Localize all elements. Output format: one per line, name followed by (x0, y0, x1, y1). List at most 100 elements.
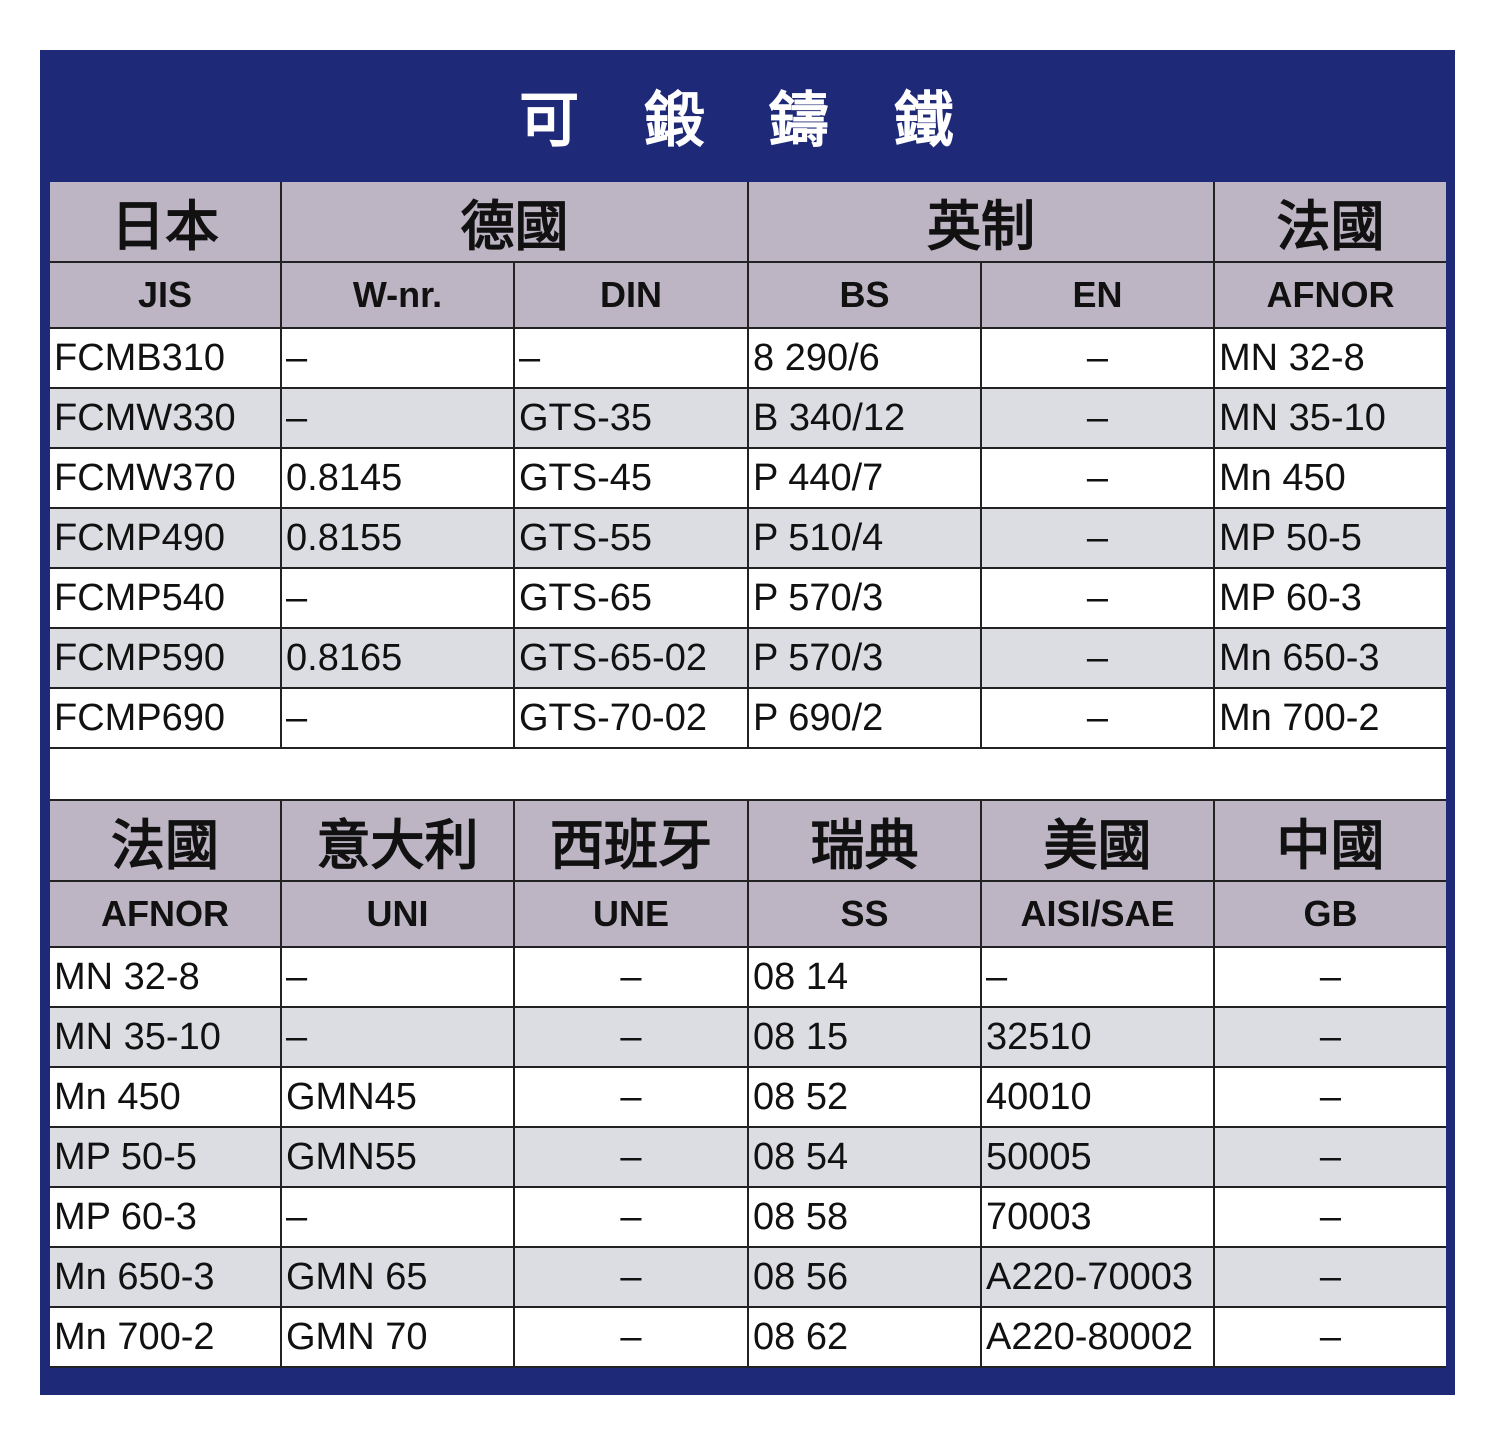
table-cell: – (1213, 946, 1446, 1008)
table-row: Mn 650-3 GMN 65–08 56 A220-70003– (50, 1246, 1446, 1308)
country-header: 瑞典 (747, 800, 982, 882)
table-cell: FCMP490 (50, 507, 282, 569)
table-cell: MN 35-10 (50, 1006, 282, 1068)
table-cell: FCMP690 (50, 687, 282, 749)
standard-header: AFNOR (1213, 261, 1446, 329)
table-cell: – (280, 687, 515, 749)
table-cell: 08 52 (747, 1066, 982, 1128)
table-cell: – (980, 567, 1215, 629)
table-cell: 0.8145 (280, 447, 515, 509)
table-cell: – (980, 627, 1215, 689)
table-cell: P 570/3 (747, 567, 982, 629)
table-cell: P 690/2 (747, 687, 982, 749)
table-cell: GTS-65 (513, 567, 749, 629)
table-cell: – (980, 447, 1215, 509)
table-row: MP 60-3– –08 58 70003– (50, 1186, 1446, 1248)
table-row: MN 32-8– –08 14– – (50, 946, 1446, 1008)
table-cell: P 510/4 (747, 507, 982, 569)
table-cell: FCMW330 (50, 387, 282, 449)
table-cell: MP 50-5 (1213, 507, 1446, 569)
table-frame: 可 鍛 鑄 鐵 日本 德國 英制 法國 JIS W-nr. DIN BS EN AFNOR FCMB… (40, 50, 1455, 1395)
table-cell: MP 50-5 (50, 1126, 282, 1188)
country-header-row: 法國 意大利 西班牙 瑞典 美國 中國 (50, 800, 1446, 882)
table-cell: GMN 70 (280, 1306, 515, 1368)
country-header: 西班牙 (513, 800, 749, 882)
table-cell: – (513, 1246, 749, 1308)
table-cell: 40010 (980, 1066, 1215, 1128)
table-cell: – (280, 567, 515, 629)
table-cell: 08 62 (747, 1306, 982, 1368)
table-cell: – (513, 946, 749, 1008)
table-cell: GMN 65 (280, 1246, 515, 1308)
table-cell: – (980, 946, 1215, 1008)
country-header-row: 日本 德國 英制 法國 (50, 182, 1446, 263)
country-header: 中國 (1213, 800, 1446, 882)
table-cell: FCMW370 (50, 447, 282, 509)
table-cell: 8 290/6 (747, 327, 982, 389)
table-row: FCMW330– GTS-35 B 340/12– MN 35-10 (50, 387, 1446, 449)
country-header: 德國 (280, 182, 749, 263)
table-cell: GMN45 (280, 1066, 515, 1128)
country-header: 法國 (1213, 182, 1446, 263)
country-header: 意大利 (280, 800, 515, 882)
table-row: FCMP590 0.8165 GTS-65-02 P 570/3– Mn 650-3 (50, 627, 1446, 689)
standard-header: GB (1213, 880, 1446, 948)
table-cell: MN 35-10 (1213, 387, 1446, 449)
table-row: FCMP490 0.8155 GTS-55 P 510/4– MP 50-5 (50, 507, 1446, 569)
table-cell: 08 56 (747, 1246, 982, 1308)
country-header: 日本 (50, 182, 282, 263)
table-cell: MP 60-3 (50, 1186, 282, 1248)
table-cell: 08 58 (747, 1186, 982, 1248)
table-cell: FCMP540 (50, 567, 282, 629)
table-cell: – (513, 1306, 749, 1368)
table-cell: A220-70003 (980, 1246, 1215, 1308)
table-cell: Mn 700-2 (1213, 687, 1446, 749)
standard-header: AFNOR (50, 880, 282, 948)
table-cell: – (280, 946, 515, 1008)
table-cell: P 440/7 (747, 447, 982, 509)
table-cell: – (280, 1006, 515, 1068)
standard-header: UNE (513, 880, 749, 948)
table-cell: GTS-55 (513, 507, 749, 569)
table-cell: – (280, 387, 515, 449)
table-cell: – (280, 1186, 515, 1248)
table-cell: B 340/12 (747, 387, 982, 449)
page-title: 可 鍛 鑄 鐵 (519, 85, 976, 156)
table-row: FCMP540– GTS-65 P 570/3– MP 60-3 (50, 567, 1446, 629)
table-row: FCMB310– –8 290/6– MN 32-8 (50, 327, 1446, 389)
table-cell: FCMP590 (50, 627, 282, 689)
table-cell: 0.8155 (280, 507, 515, 569)
table-cell: GMN55 (280, 1126, 515, 1188)
table-cell: 08 14 (747, 946, 982, 1008)
country-header: 法國 (50, 800, 282, 882)
table-cell: – (1213, 1246, 1446, 1308)
country-header: 美國 (980, 800, 1215, 882)
table-row: MN 35-10– –08 15 32510– (50, 1006, 1446, 1068)
standard-header: SS (747, 880, 982, 948)
standard-header: AISI/SAE (980, 880, 1215, 948)
table-cell: – (980, 327, 1215, 389)
table-cell: A220-80002 (980, 1306, 1215, 1368)
standard-header-row: JIS W-nr. DIN BS EN AFNOR (50, 261, 1446, 329)
table-cell: Mn 650-3 (1213, 627, 1446, 689)
section-gap (50, 747, 1446, 801)
table-cell: – (1213, 1186, 1446, 1248)
table-row: MP 50-5 GMN55–08 54 50005– (50, 1126, 1446, 1188)
table-cell: – (513, 327, 749, 389)
standard-header: W-nr. (280, 261, 515, 329)
table-cell: MN 32-8 (1213, 327, 1446, 389)
table-cell: 50005 (980, 1126, 1215, 1188)
table-cell: – (980, 387, 1215, 449)
standard-header: UNI (280, 880, 515, 948)
table-cell: Mn 700-2 (50, 1306, 282, 1368)
standard-header: EN (980, 261, 1215, 329)
table-cell: – (1213, 1006, 1446, 1068)
standard-header: BS (747, 261, 982, 329)
table-cell: – (980, 687, 1215, 749)
table-cell: 08 15 (747, 1006, 982, 1068)
table-cell: MP 60-3 (1213, 567, 1446, 629)
table-cell: Mn 450 (1213, 447, 1446, 509)
standard-header: JIS (50, 261, 282, 329)
country-header: 英制 (747, 182, 1215, 263)
gap-cell (50, 747, 1446, 801)
